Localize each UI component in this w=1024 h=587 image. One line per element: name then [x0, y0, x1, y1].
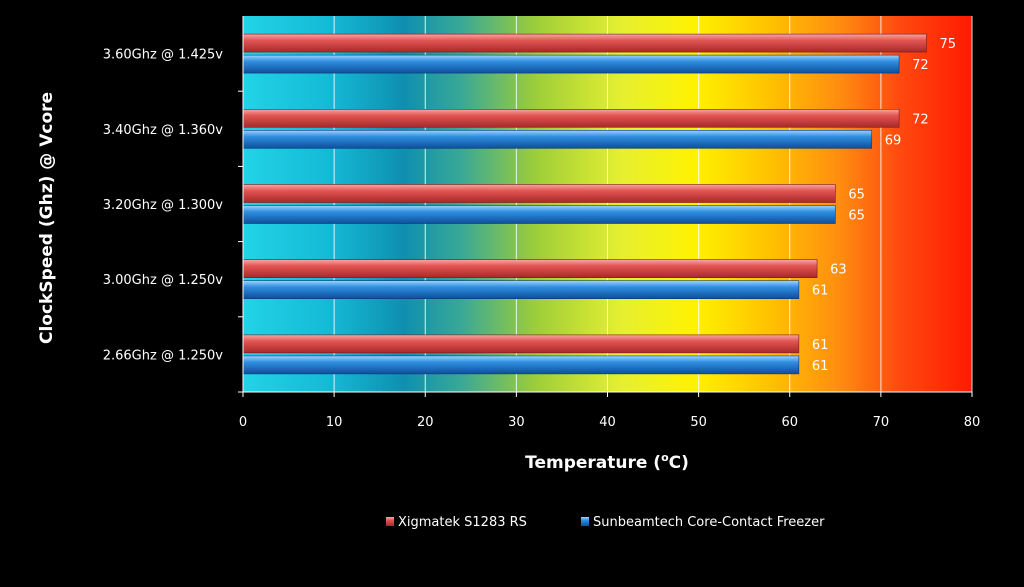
- bar-xigmatek: [242, 259, 818, 279]
- x-axis-title: Temperature (oC): [525, 451, 689, 473]
- bar-sunbeamtech: [242, 130, 873, 149]
- x-tick-label-10: 10: [326, 415, 343, 430]
- bar-sunbeamtech: [242, 205, 836, 224]
- x-tick-label-80: 80: [964, 415, 981, 430]
- bar-sunbeamtech: [242, 355, 800, 375]
- data-label-xigmatek: 63: [830, 263, 847, 278]
- axes: 0 10 20 30 40 50 60 70 80 3.60Ghz @ 1.425v 3.40Ghz…: [103, 16, 981, 430]
- x-tick-label-60: 60: [781, 415, 798, 430]
- data-label-xigmatek: 61: [812, 338, 829, 353]
- data-label-xigmatek: 75: [939, 37, 956, 52]
- category-label: 2.66Ghz @ 1.250v: [103, 348, 224, 363]
- legend: Xigmatek S1283 RS Sunbeamtech Core-Conta…: [386, 515, 825, 530]
- bar-xigmatek: [242, 109, 900, 128]
- bar-xigmatek: [242, 33, 927, 53]
- x-tick-label-0: 0: [239, 415, 247, 430]
- bar-xigmatek: [242, 184, 836, 203]
- bar-sunbeamtech: [242, 280, 800, 300]
- data-label-xigmatek: 72: [912, 112, 929, 127]
- x-tick-label-20: 20: [417, 415, 434, 430]
- data-label-sunbeamtech: 69: [885, 133, 902, 148]
- legend-swatch-xigmatek: [386, 517, 394, 526]
- data-label-sunbeamtech: 61: [812, 284, 829, 299]
- data-label-sunbeamtech: 72: [912, 58, 929, 73]
- legend-label-xigmatek: Xigmatek S1283 RS: [398, 515, 527, 530]
- bar-xigmatek: [242, 334, 800, 354]
- data-label-sunbeamtech: 65: [848, 209, 865, 224]
- gridlines: [333, 16, 973, 392]
- x-tick-label-50: 50: [690, 415, 707, 430]
- x-tick-label-30: 30: [508, 415, 525, 430]
- y-axis-title: ClockSpeed (Ghz) @ Vcore: [37, 92, 57, 344]
- legend-swatch-sunbeamtech: [581, 517, 589, 526]
- data-label-xigmatek: 65: [848, 188, 865, 203]
- category-label: 3.00Ghz @ 1.250v: [103, 273, 224, 288]
- x-tick-label-40: 40: [599, 415, 616, 430]
- category-label: 3.40Ghz @ 1.360v: [103, 123, 224, 138]
- legend-label-sunbeamtech: Sunbeamtech Core-Contact Freezer: [593, 515, 825, 530]
- x-tick-label-70: 70: [873, 415, 890, 430]
- category-label: 3.60Ghz @ 1.425v: [103, 48, 224, 63]
- bars: [242, 33, 927, 375]
- data-label-sunbeamtech: 61: [812, 359, 829, 374]
- bar-sunbeamtech: [242, 54, 900, 74]
- category-label: 3.20Ghz @ 1.300v: [103, 198, 224, 213]
